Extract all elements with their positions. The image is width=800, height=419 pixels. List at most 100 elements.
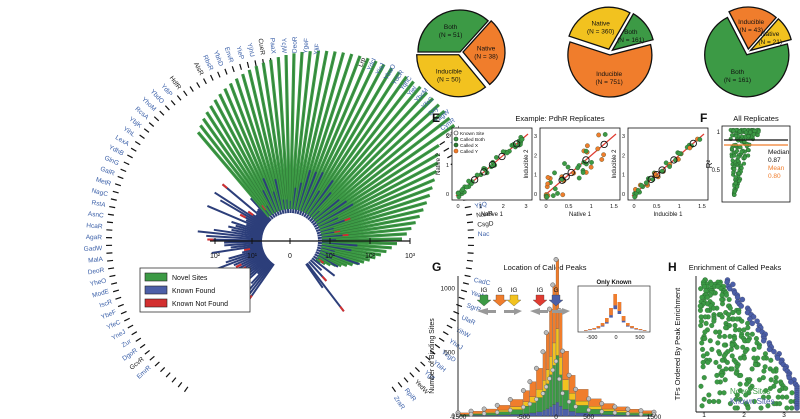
radial-tick xyxy=(154,361,160,367)
panel-letter-f: F xyxy=(700,111,707,125)
novel-site-bar-edge xyxy=(230,83,279,212)
novel-site-point xyxy=(701,375,707,381)
scatter-point xyxy=(552,186,558,192)
axis-tick-label: 10³ xyxy=(405,253,416,260)
novel-site-bar-edge xyxy=(309,81,414,216)
envelope-point-low xyxy=(550,367,555,373)
inset-bar xyxy=(613,294,617,306)
inset-xtick: 0 xyxy=(614,335,617,341)
tf-label: ModE xyxy=(92,288,111,299)
scatter-point xyxy=(519,137,525,142)
radial-tick xyxy=(189,86,194,92)
novel-site-point xyxy=(717,329,723,335)
binding-site-bar xyxy=(559,356,563,375)
scatter-point xyxy=(588,164,594,170)
replicate-point xyxy=(730,133,735,138)
tf-label: PaaX xyxy=(268,38,276,55)
novel-site-point xyxy=(717,351,723,357)
novel-site-point xyxy=(756,377,762,383)
novel-site-point xyxy=(700,346,706,352)
binding-site-bar xyxy=(588,406,602,410)
scatter-xlabel: Native 1 xyxy=(481,212,504,218)
tf-label: EnvR xyxy=(223,46,235,64)
known-found-bar xyxy=(250,261,272,285)
scatter-xtick: 0.5 xyxy=(653,204,661,210)
inset-xtick: -500 xyxy=(586,335,597,341)
pie-slice-count: (N = 161) xyxy=(617,37,644,44)
scatter-legend-marker xyxy=(453,142,459,148)
pie-slice xyxy=(417,9,490,53)
novel-site-point xyxy=(784,394,790,400)
novel-site-bar-edge xyxy=(316,145,440,224)
known-found-bar xyxy=(211,244,263,254)
novel-site-point xyxy=(698,323,704,329)
novel-site-bar-edge xyxy=(321,246,376,258)
scatter-xtick: 3 xyxy=(524,204,527,210)
envelope-point-low xyxy=(566,399,572,404)
novel-site-point xyxy=(743,392,749,398)
median-value: 0.87 xyxy=(768,157,781,164)
known-not-found-bar xyxy=(243,247,251,252)
novel-site-point xyxy=(697,307,703,313)
known-found-bar xyxy=(241,246,264,254)
tf-label: DeoR xyxy=(87,267,105,277)
replicate-point xyxy=(732,189,737,194)
envelope-point-low xyxy=(586,407,591,413)
binding-site-bar xyxy=(523,390,530,402)
scatter-point xyxy=(632,194,638,200)
novel-site-point xyxy=(749,366,755,372)
pie-slice-count: (N = 360) xyxy=(587,29,614,36)
novel-site-point xyxy=(723,366,729,372)
novel-site-point xyxy=(721,342,727,348)
novel-site-point xyxy=(703,320,709,326)
panel-e-title: Example: PdhR Replicates xyxy=(515,114,604,123)
tf-label: YjiF xyxy=(313,43,321,55)
envelope-point xyxy=(599,401,605,406)
radial-tick xyxy=(466,213,473,216)
known-site-marker xyxy=(652,171,661,179)
scatter-ylabel: Inducible 2 xyxy=(612,149,618,179)
scatter-point xyxy=(552,170,557,176)
novel-site-bar-edge xyxy=(236,78,281,211)
radial-tick xyxy=(434,343,441,349)
novel-site-point xyxy=(701,396,707,402)
radial-tick xyxy=(425,355,431,361)
radial-tick xyxy=(465,267,472,270)
gene-arrow-label: G xyxy=(553,287,558,294)
novel-site-point xyxy=(751,398,757,404)
scatter-legend-marker xyxy=(453,148,459,154)
tf-label: YihW xyxy=(454,326,472,340)
binding-site-bar xyxy=(484,415,497,417)
novel-site-point xyxy=(711,318,717,324)
tf-label: YcjW xyxy=(280,38,288,54)
novel-site-point xyxy=(734,316,740,322)
tf-label: YeaM xyxy=(470,290,488,301)
panel-g-ytick: 500 xyxy=(444,349,455,356)
radial-tick xyxy=(170,100,176,106)
binding-site-bar xyxy=(568,375,576,394)
novel-site-point xyxy=(719,314,725,320)
envelope-point-low xyxy=(468,412,474,417)
novel-site-point xyxy=(711,305,717,311)
novel-site-bar-edge xyxy=(291,52,303,210)
scatter-ylabel: Inducible 2 xyxy=(524,149,530,179)
radial-tick xyxy=(466,259,473,262)
tf-label: AgaR xyxy=(86,234,103,241)
radial-tick xyxy=(131,331,138,336)
novel-site-bar-edge xyxy=(320,195,430,232)
novel-site-point xyxy=(784,405,790,411)
novel-site-point xyxy=(716,364,722,370)
replicate-point xyxy=(746,134,751,139)
novel-site-point xyxy=(751,346,757,352)
tf-label: AlsR xyxy=(192,61,205,77)
novel-site-point xyxy=(749,331,755,337)
novel-site-point xyxy=(758,405,764,411)
novel-site-point xyxy=(734,344,740,350)
panel-g-title: Location of Called Peaks xyxy=(504,263,587,272)
replicate-point xyxy=(739,166,744,171)
panel-g-xtick: 500 xyxy=(583,414,594,419)
gene-arrow-label: IG xyxy=(511,287,518,294)
radial-tick xyxy=(112,289,120,293)
known-found-bar xyxy=(213,228,263,238)
pie-slice-label: Native xyxy=(591,21,610,28)
